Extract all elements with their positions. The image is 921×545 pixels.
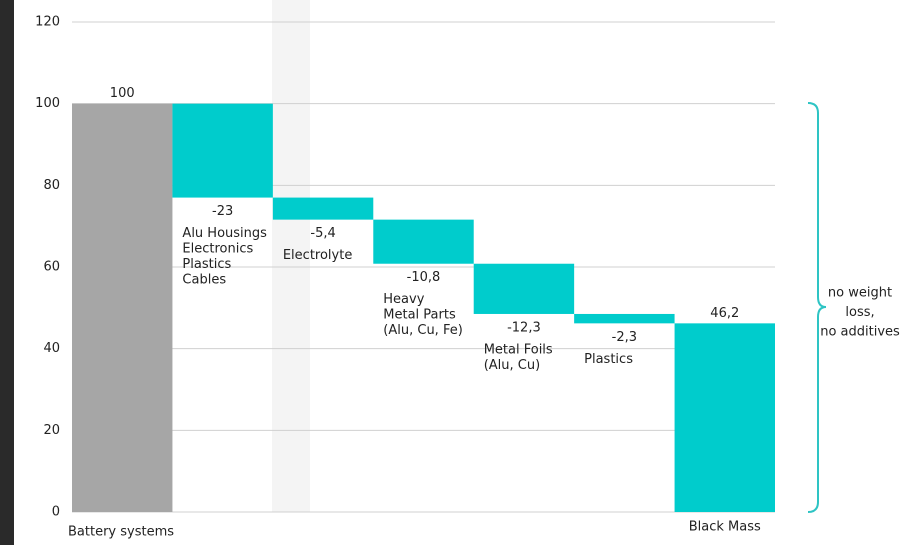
value-label: 46,2 xyxy=(710,306,739,321)
step-label: (Alu, Cu, Fe) xyxy=(383,323,463,338)
x-tick-label: Black Mass xyxy=(689,520,761,535)
value-label: -10,8 xyxy=(407,270,441,285)
y-tick-label: 100 xyxy=(35,96,60,111)
value-label: -5,4 xyxy=(310,226,335,241)
bar xyxy=(574,313,675,324)
step-label: Metal Parts xyxy=(383,308,456,323)
y-tick-label: 60 xyxy=(43,260,60,275)
value-label: -23 xyxy=(212,204,233,219)
y-tick-label: 120 xyxy=(35,15,60,30)
x-tick-label: Battery systems xyxy=(68,525,174,540)
step-label: (Alu, Cu) xyxy=(484,358,540,373)
annotation: no additives xyxy=(820,325,900,340)
value-label: 100 xyxy=(110,86,135,101)
y-tick-label: 0 xyxy=(52,505,60,520)
annotation: loss, xyxy=(845,305,874,320)
bar xyxy=(674,323,775,512)
bar xyxy=(272,197,374,220)
value-label: -12,3 xyxy=(507,320,541,335)
y-tick-label: 20 xyxy=(43,423,60,438)
y-tick-label: 80 xyxy=(43,178,60,193)
step-label: Plastics xyxy=(584,352,633,367)
background-band xyxy=(272,0,310,512)
step-label: Plastics xyxy=(182,257,231,272)
bar xyxy=(473,263,575,314)
value-label: -2,3 xyxy=(612,330,637,345)
bar xyxy=(172,103,273,198)
step-label: Heavy xyxy=(383,292,424,307)
bar xyxy=(373,219,474,264)
step-label: Alu Housings xyxy=(182,226,267,241)
step-label: Metal Foils xyxy=(484,342,553,357)
step-label: Electronics xyxy=(182,242,253,257)
background-strip xyxy=(0,0,14,545)
brace xyxy=(807,102,827,513)
step-label: Cables xyxy=(182,273,226,288)
step-label: Electrolyte xyxy=(283,248,352,263)
y-tick-label: 40 xyxy=(43,341,60,356)
annotation: no weight xyxy=(828,286,892,301)
bar xyxy=(72,103,173,513)
